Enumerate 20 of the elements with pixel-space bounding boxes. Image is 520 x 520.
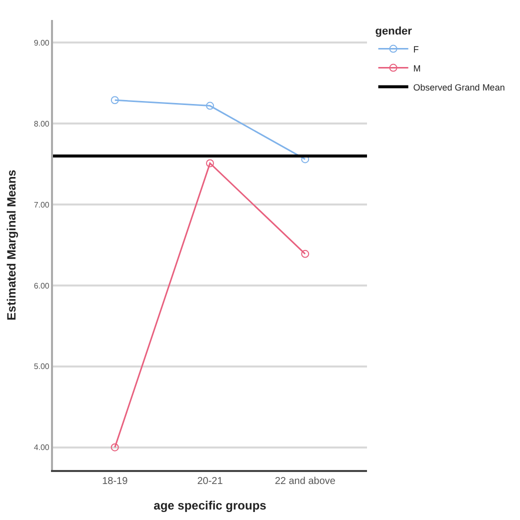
legend-label: Observed Grand Mean (413, 82, 505, 92)
y-tick-label: 9.00 (34, 38, 50, 48)
y-tick-label: 6.00 (34, 281, 50, 290)
x-tick-label: 18-19 (102, 476, 128, 487)
point (206, 159, 214, 168)
y-tick-label: 5.00 (34, 362, 50, 372)
legend-label: M (413, 63, 421, 74)
x-axis-title: age specific groups (154, 498, 267, 512)
y-tick-label: 4.00 (34, 443, 50, 452)
point (110, 443, 119, 452)
y-tick-label: 8.00 (34, 119, 50, 128)
y-tick-label: 7.00 (34, 200, 50, 210)
x-tick-label: 22 and above (274, 476, 336, 487)
legend-title: gender (375, 25, 413, 38)
legend-label: F (413, 44, 420, 54)
point (301, 250, 310, 258)
point (206, 102, 214, 110)
y-axis-title: Estimated Marginal Means (4, 169, 19, 320)
point (110, 96, 119, 104)
x-tick-label: 20-21 (197, 476, 224, 487)
